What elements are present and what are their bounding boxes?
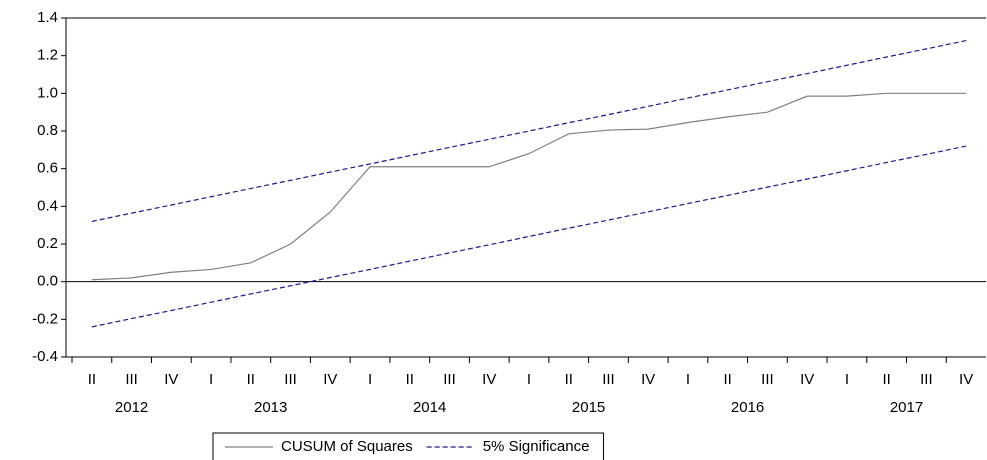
x-tick-label: III — [125, 371, 138, 388]
year-label: 2015 — [572, 399, 605, 416]
year-label: 2017 — [890, 399, 923, 416]
x-tick-label: IV — [482, 371, 496, 388]
lower-bound — [91, 145, 967, 328]
y-tick-label: 0.0 — [37, 273, 58, 290]
y-tick-label: -0.4 — [32, 348, 58, 365]
x-tick-label: III — [602, 371, 615, 388]
cusum-line — [91, 92, 967, 281]
x-tick-label: II — [247, 371, 255, 388]
y-tick-label: 0.6 — [37, 160, 58, 177]
y-tick-label: 0.4 — [37, 197, 58, 214]
year-label: 2012 — [115, 399, 148, 416]
x-tick-label: III — [443, 371, 456, 388]
x-tick-label: I — [686, 371, 690, 388]
x-tick-label: IV — [959, 371, 973, 388]
x-tick-label: III — [761, 371, 774, 388]
x-tick-label: III — [920, 371, 933, 388]
legend: CUSUM of Squares 5% Significance — [212, 432, 604, 460]
year-label: 2016 — [731, 399, 764, 416]
x-tick-label: IV — [641, 371, 655, 388]
legend-box — [212, 432, 604, 460]
x-tick-label: I — [527, 371, 531, 388]
x-tick-label: II — [724, 371, 732, 388]
legend-label: CUSUM of Squares — [281, 438, 413, 455]
y-tick-label: 1.4 — [37, 9, 58, 26]
y-tick-label: 0.8 — [37, 122, 58, 139]
upper-bound — [91, 40, 967, 222]
x-tick-label: II — [406, 371, 414, 388]
x-tick-label: III — [284, 371, 297, 388]
x-tick-label: IV — [164, 371, 178, 388]
x-tick-label: I — [845, 371, 849, 388]
year-label: 2013 — [254, 399, 287, 416]
x-tick-label: IV — [323, 371, 337, 388]
y-tick-label: 0.2 — [37, 235, 58, 252]
x-tick-label: II — [565, 371, 573, 388]
x-tick-label: I — [368, 371, 372, 388]
y-tick-label: 1.2 — [37, 47, 58, 64]
x-tick-label: II — [882, 371, 890, 388]
y-tick-label: 1.0 — [37, 84, 58, 101]
x-tick-label: IV — [800, 371, 814, 388]
x-tick-label: I — [209, 371, 213, 388]
y-tick-label: -0.2 — [32, 310, 58, 327]
year-label: 2014 — [413, 399, 446, 416]
legend-label: 5% Significance — [483, 438, 590, 455]
x-tick-label: II — [88, 371, 96, 388]
